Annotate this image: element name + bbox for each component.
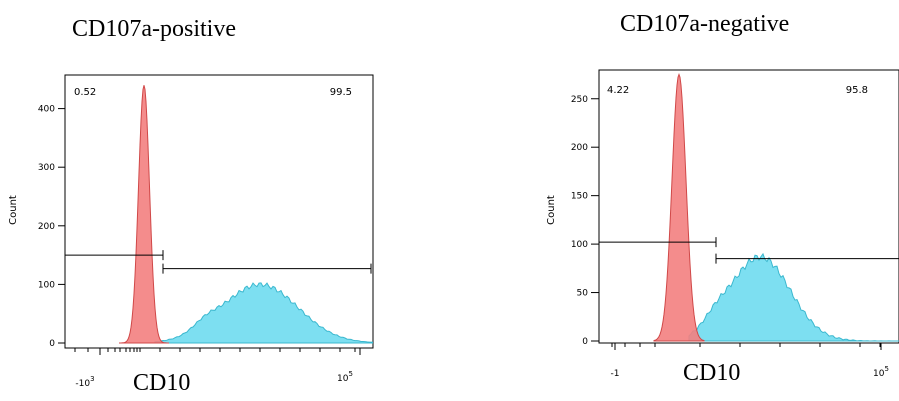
y-tick-label: 100: [571, 240, 588, 250]
y-tick-label: 300: [38, 163, 55, 173]
y-axis-label: Count: [8, 195, 19, 225]
y-tick-label: 0: [582, 337, 588, 347]
x-tick-label: -103: [75, 375, 94, 389]
plot-frame: [598, 69, 899, 344]
histogram-plot: 0 100 200 300 400 Count -103 105 0.52 99.5: [8, 74, 374, 389]
y-tick-label: 400: [38, 105, 55, 115]
x-axis-label: CD10: [133, 370, 191, 396]
chart-title: CD107a-negative: [620, 11, 790, 37]
x-axis-label: CD10: [683, 360, 741, 386]
y-tick-label: 0: [49, 339, 55, 349]
gate-percent-label: 99.5: [330, 87, 352, 98]
y-tick-label: 50: [577, 289, 589, 299]
y-tick-label: 200: [571, 143, 588, 153]
histogram-pink: [653, 73, 705, 342]
gate-percent-label: 95.8: [846, 85, 868, 96]
x-tick-label: 105: [873, 365, 889, 379]
histogram-cyan: [688, 252, 899, 342]
y-tick-label: 200: [38, 222, 55, 232]
histogram-cyan: [154, 282, 373, 344]
x-tick-label: -1: [611, 369, 620, 379]
y-tick-label: 250: [571, 95, 588, 105]
y-axis-label: Count: [546, 195, 557, 225]
x-tick-label: 105: [337, 370, 353, 384]
histogram-pink: [119, 85, 169, 344]
gate-percent-label: 0.52: [74, 87, 96, 98]
gate-percent-label: 4.22: [607, 85, 629, 96]
y-tick-label: 100: [38, 280, 55, 290]
plot-frame: [64, 74, 374, 349]
chart-title: CD107a-positive: [72, 16, 236, 42]
y-tick-label: 150: [571, 192, 588, 202]
